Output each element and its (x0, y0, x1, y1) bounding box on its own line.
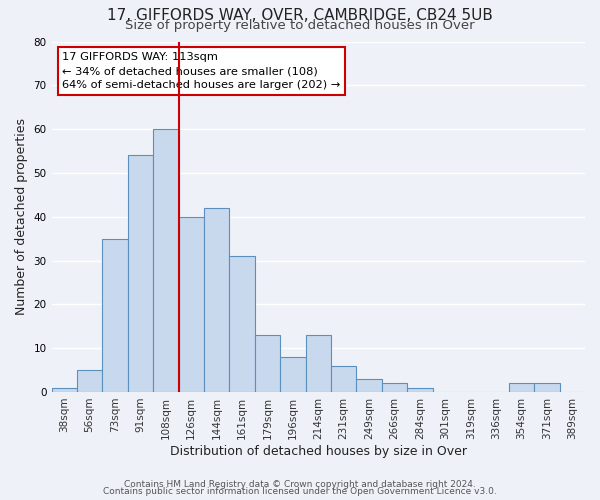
Bar (331, 366, 356, 392)
Bar (52, 388, 77, 392)
Text: 17 GIFFORDS WAY: 113sqm
← 34% of detached houses are smaller (108)
64% of semi-d: 17 GIFFORDS WAY: 113sqm ← 34% of detache… (62, 52, 340, 90)
Bar (229, 256, 255, 392)
Bar (128, 156, 153, 392)
Bar (509, 383, 534, 392)
Text: Contains public sector information licensed under the Open Government Licence v3: Contains public sector information licen… (103, 487, 497, 496)
Text: Contains HM Land Registry data © Crown copyright and database right 2024.: Contains HM Land Registry data © Crown c… (124, 480, 476, 489)
Bar (407, 388, 433, 392)
Text: 17, GIFFORDS WAY, OVER, CAMBRIDGE, CB24 5UB: 17, GIFFORDS WAY, OVER, CAMBRIDGE, CB24 … (107, 8, 493, 22)
Bar (255, 335, 280, 392)
Bar (77, 370, 103, 392)
Bar (356, 379, 382, 392)
Bar (153, 129, 179, 392)
Bar (179, 216, 204, 392)
Bar (382, 383, 407, 392)
Bar (534, 383, 560, 392)
Bar (204, 208, 229, 392)
Bar (103, 238, 128, 392)
Bar (280, 357, 305, 392)
Text: Size of property relative to detached houses in Over: Size of property relative to detached ho… (125, 19, 475, 32)
X-axis label: Distribution of detached houses by size in Over: Distribution of detached houses by size … (170, 444, 467, 458)
Y-axis label: Number of detached properties: Number of detached properties (15, 118, 28, 315)
Bar (305, 335, 331, 392)
